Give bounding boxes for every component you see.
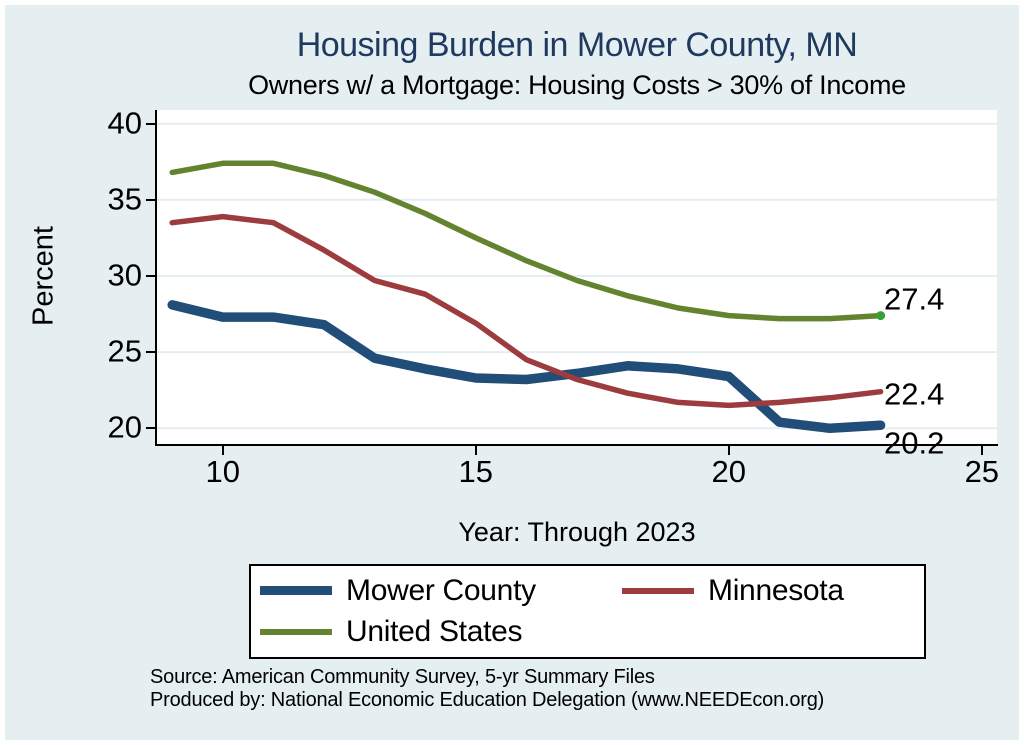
y-tick-mark-30 [146,274,155,277]
x-tick-label-15: 15 [458,454,494,489]
y-axis-title: Percent [27,226,60,326]
series-line-united-states [169,160,884,322]
end-label-20.2: 20.2 [884,425,945,461]
series-line-mower-county [167,300,886,434]
x-axis-line [155,444,998,446]
series-line-minnesota [169,213,884,409]
x-tick-mark-25 [980,446,983,455]
series-end-marker [876,311,886,321]
end-label-27.4: 27.4 [884,281,945,317]
y-tick-label-20: 20 [107,409,142,445]
y-tick-mark-20 [146,427,155,430]
legend-swatch-united-states [260,629,332,636]
source-line2: Produced by: National Economic Education… [150,688,825,711]
y-tick-label-25: 25 [107,333,142,369]
x-axis-title: Year: Through 2023 [458,517,696,547]
legend-row: Mower County Minnesota [260,574,924,608]
source-line1: Source: American Community Survey, 5-yr … [150,666,655,688]
x-tick-mark-15 [474,446,477,455]
x-tick-mark-20 [727,446,730,455]
chart-subtitle: Owners w/ a Mortgage: Housing Costs > 30… [248,70,906,100]
x-tick-mark-10 [221,446,224,455]
x-tick-label-25: 25 [964,454,1000,489]
legend-label-minnesota: Minnesota [708,573,844,607]
y-tick-mark-35 [146,198,155,201]
legend-row: United States [260,615,924,649]
x-tick-label-10: 10 [205,454,241,489]
legend-swatch-mower-county [260,586,332,596]
chart-title: Housing Burden in Mower County, MN [296,26,858,64]
y-tick-label-35: 35 [107,181,142,217]
legend-entry-minnesota: Minnesota [622,574,844,608]
legend-label-mower-county: Mower County [346,573,536,607]
y-axis-line [155,110,157,446]
legend-swatch-minnesota [622,587,694,594]
legend-label-united-states: United States [346,615,523,649]
x-tick-label-20: 20 [711,454,747,489]
y-tick-mark-25 [146,351,155,354]
legend-entry-united-states: United States [260,615,622,649]
y-tick-label-40: 40 [107,104,142,140]
y-tick-mark-40 [146,122,155,125]
y-tick-label-30: 30 [107,257,142,293]
source-note: Source: American Community Survey, 5-yr … [150,666,824,711]
end-label-22.4: 22.4 [884,376,945,412]
legend-entry-mower-county: Mower County [260,574,622,608]
line-chart-svg [157,122,997,434]
legend: Mower County Minnesota United States [249,564,926,659]
plot-area [157,110,997,445]
